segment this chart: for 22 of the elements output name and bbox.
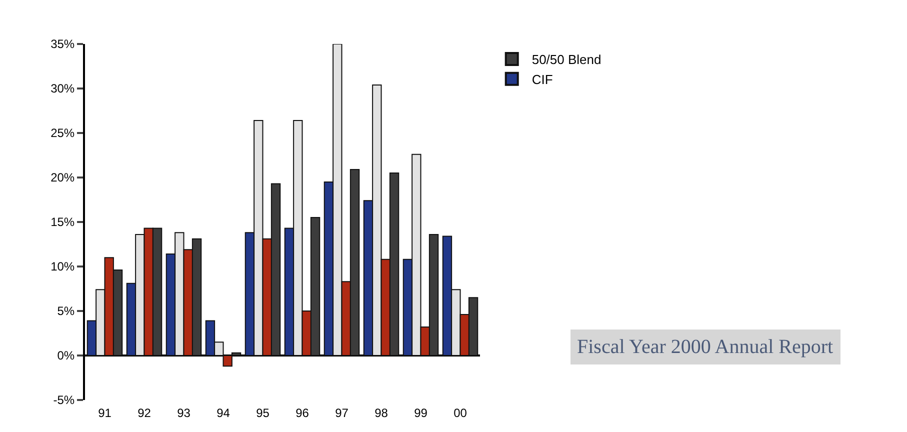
- y-tick-label: 0%: [57, 348, 75, 363]
- y-tick-label: 5%: [57, 304, 75, 318]
- x-tick-label: 94: [216, 406, 230, 420]
- x-tick-label: 98: [374, 406, 388, 420]
- y-tick-label: 35%: [50, 37, 75, 52]
- y-tick-label: 25%: [50, 126, 75, 140]
- y-tick-label: 30%: [50, 82, 75, 96]
- x-tick-label: 96: [296, 406, 310, 420]
- y-tick-label: 10%: [50, 260, 75, 274]
- text: Fiscal Year 2000 Annual Report: [577, 336, 834, 358]
- legend-label: 50/50 Blend: [532, 52, 602, 68]
- y-tick-label: 20%: [50, 170, 75, 185]
- x-tick-label: 97: [335, 406, 349, 420]
- x-tick-label: 00: [454, 406, 468, 420]
- x-tick-label: 92: [138, 406, 152, 420]
- y-tick-label: -5%: [53, 393, 75, 408]
- x-tick-label: 99: [414, 406, 428, 420]
- x-tick-label: 91: [98, 406, 112, 420]
- x-tick-label: 93: [177, 406, 191, 420]
- legend-label: CIF: [532, 72, 553, 87]
- x-tick-label: 95: [256, 406, 270, 420]
- y-tick-label: 15%: [50, 215, 75, 230]
